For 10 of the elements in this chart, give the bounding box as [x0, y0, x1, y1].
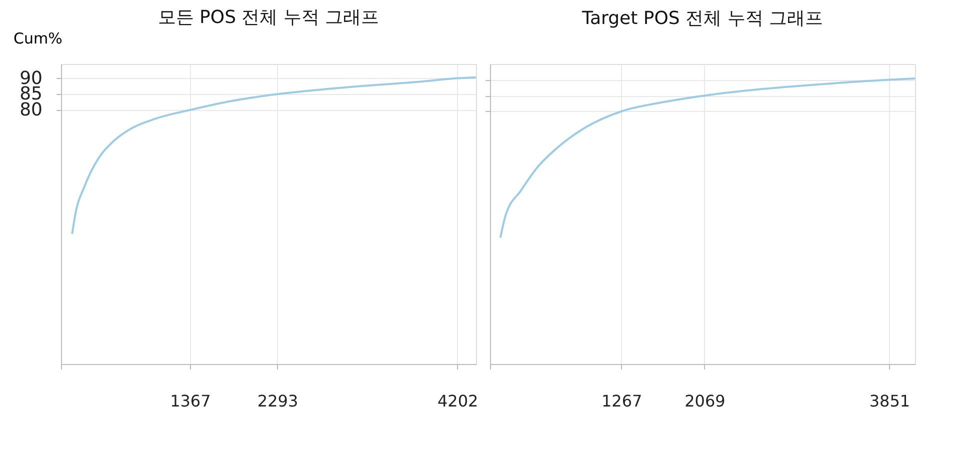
y-axis-title: Cum%: [14, 30, 62, 48]
x-tick-label: 2293: [257, 392, 298, 410]
x-tick-label: 3851: [869, 392, 910, 410]
line-series: [71, 76, 477, 235]
x-tick-label: 1267: [601, 392, 642, 410]
x-tick-label: 4202: [437, 392, 478, 410]
x-tick-label: 1367: [170, 392, 211, 410]
chart-title: 모든 POS 전체 누적 그래프: [158, 7, 380, 28]
chart-title: Target POS 전체 누적 그래프: [580, 8, 824, 29]
x-tick-label: 2069: [684, 392, 726, 410]
